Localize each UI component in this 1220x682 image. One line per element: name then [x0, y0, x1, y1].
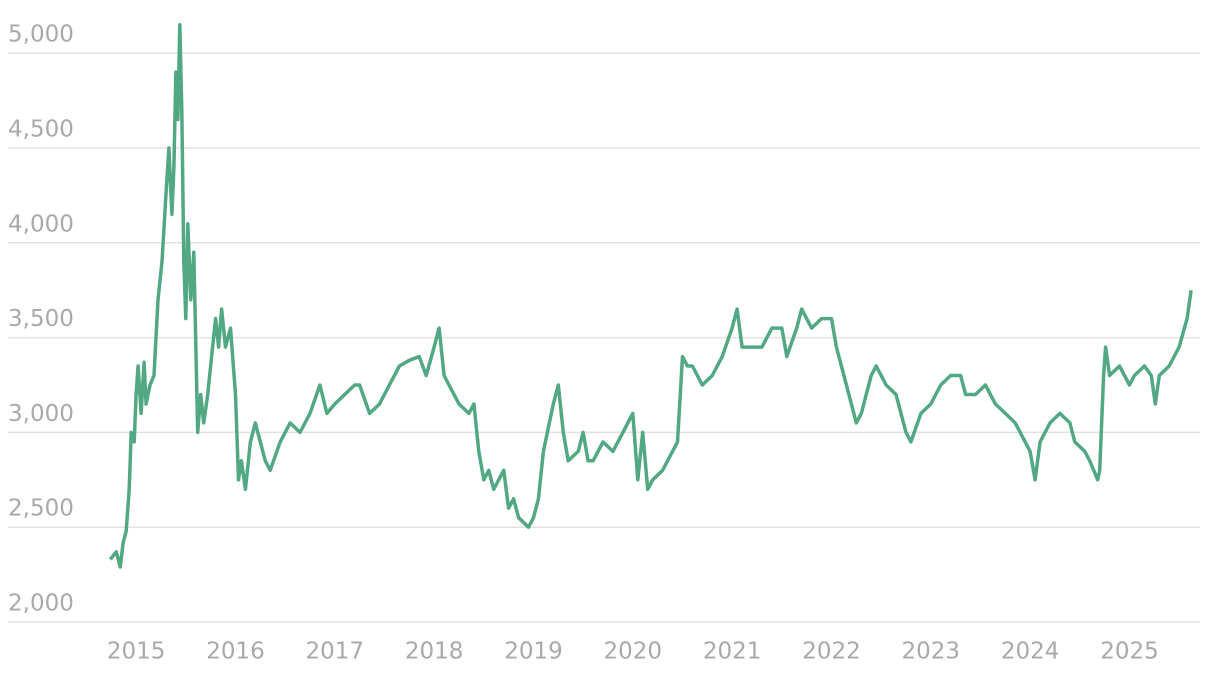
x-tick-label: 2023: [902, 639, 961, 665]
x-tick-label: 2015: [107, 639, 166, 665]
y-tick-label: 2,000: [8, 591, 74, 617]
x-tick-label: 2025: [1100, 639, 1159, 665]
x-tick-label: 2019: [504, 639, 563, 665]
x-tick-label: 2018: [405, 639, 464, 665]
y-tick-label: 3,000: [8, 401, 74, 427]
x-tick-label: 2017: [306, 639, 365, 665]
x-tick-label: 2022: [802, 639, 861, 665]
data-line: [108, 22, 1193, 569]
y-tick-label: 4,000: [8, 211, 74, 237]
x-tick-label: 2016: [206, 639, 265, 665]
y-tick-label: 2,500: [8, 496, 74, 522]
x-tick-label: 2020: [604, 639, 663, 665]
y-tick-label: 3,500: [8, 306, 74, 332]
y-tick-label: 4,500: [8, 116, 74, 142]
x-tick-label: 2021: [703, 639, 762, 665]
x-tick-label: 2024: [1001, 639, 1060, 665]
y-tick-label: 5,000: [8, 22, 74, 48]
